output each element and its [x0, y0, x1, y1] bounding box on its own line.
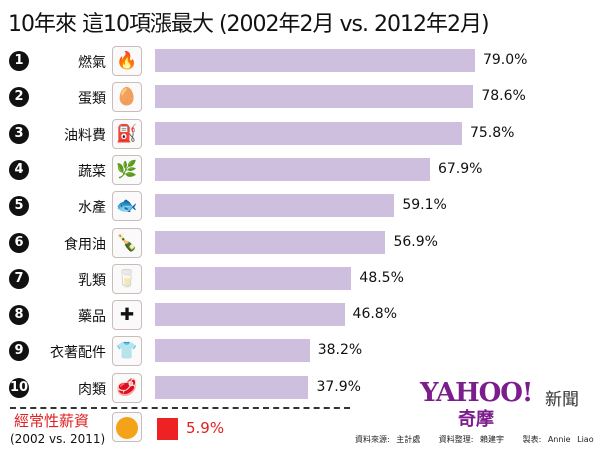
category-label: 油料費 [64, 127, 106, 144]
bar-row: 1 燃氣 🔥 79.0% [0, 46, 600, 76]
milk-carton-icon: 🥛 [112, 263, 142, 294]
source-credit: 資料來源: 主計處 [355, 435, 421, 444]
category-label: 蛋類 [78, 91, 106, 108]
rank-badge: 5 [9, 196, 29, 217]
egg-icon: 🥚 [112, 82, 142, 113]
bar [155, 157, 430, 181]
rank-badge: 8 [9, 305, 29, 326]
comparison-value-label: 5.9% [186, 419, 225, 437]
comparison-label: 經常性薪資 [14, 412, 90, 430]
flame-icon: 🔥 [112, 46, 142, 76]
rank-badge: 3 [9, 123, 29, 144]
category-label: 肉類 [78, 381, 106, 398]
bar-row: 3 油料費 ⛽ 75.8% [0, 118, 600, 149]
bar [155, 303, 345, 327]
rank-badge: 9 [9, 341, 29, 362]
bar [155, 230, 386, 254]
vegetable-icon: 🌿 [112, 154, 142, 185]
comparison-bar [157, 418, 179, 440]
category-label: 乳類 [78, 272, 106, 289]
value-label: 78.6% [481, 88, 526, 105]
value-label: 46.8% [352, 306, 398, 323]
bar-row: 2 蛋類 🥚 78.6% [0, 82, 600, 113]
category-label: 蔬菜 [78, 163, 106, 180]
rank-badge: 4 [9, 159, 29, 180]
bar [155, 85, 474, 109]
category-label: 衣著配件 [50, 345, 106, 362]
category-label: 食用油 [64, 236, 106, 253]
news-label: 新聞 [545, 390, 579, 410]
bar [155, 121, 462, 145]
rank-badge: 2 [9, 87, 29, 108]
maker-credit: 製表: Annie Liao [522, 435, 594, 444]
oil-bottle-icon: 🍾 [112, 227, 142, 258]
meat-icon: 🥩 [112, 372, 142, 403]
footer-credits: 資料來源: 主計處 資料整理: 賴建宇 製表: Annie Liao [355, 434, 600, 445]
divider [10, 407, 350, 409]
bar [155, 194, 395, 218]
yahoo-logo: YAHOO! [420, 378, 533, 408]
value-label: 75.8% [469, 124, 515, 141]
bar-row: 5 水產 🐟 59.1% [0, 191, 600, 222]
bar-row: 4 蔬菜 🌿 67.9% [0, 154, 600, 185]
bar [155, 49, 475, 72]
rank-badge: 1 [9, 51, 29, 71]
bar [155, 375, 309, 399]
yahoo-logo-sub: 奇摩 [458, 409, 494, 430]
bar-row: 7 乳類 🥛 48.5% [0, 263, 600, 294]
bar-row: 8 藥品 ✚ 46.8% [0, 300, 600, 331]
rank-badge: 7 [9, 268, 29, 289]
value-label: 67.9% [437, 160, 483, 177]
compiler-credit: 資料整理: 賴建宇 [438, 435, 505, 444]
bar [155, 339, 310, 363]
smiley-icon [112, 412, 142, 442]
category-label: 藥品 [78, 309, 106, 326]
value-label: 59.1% [402, 197, 447, 214]
value-label: 37.9% [316, 378, 361, 395]
comparison-sublabel: (2002 vs. 2011) [10, 432, 106, 446]
rank-badge: 10 [9, 377, 29, 398]
bar-row: 6 食用油 🍾 56.9% [0, 227, 600, 258]
chart-title: 10年來 這10項漲最大 (2002年2月 vs. 2012年2月) [8, 12, 490, 37]
value-label: 38.2% [317, 342, 363, 359]
category-label: 燃氣 [78, 55, 106, 71]
tshirt-icon: 👕 [112, 336, 142, 367]
value-label: 79.0% [482, 52, 528, 68]
value-label: 56.9% [393, 233, 438, 250]
fuel-pump-icon: ⛽ [112, 118, 142, 149]
bar-row: 9 衣著配件 👕 38.2% [0, 336, 600, 367]
value-label: 48.5% [359, 269, 404, 286]
rank-badge: 6 [9, 232, 29, 253]
bar-row: 10 肉類 🥩 37.9% [0, 372, 600, 403]
category-label: 水產 [78, 200, 106, 217]
fish-icon: 🐟 [112, 191, 142, 222]
medicine-icon: ✚ [112, 300, 142, 331]
bar [155, 266, 352, 290]
